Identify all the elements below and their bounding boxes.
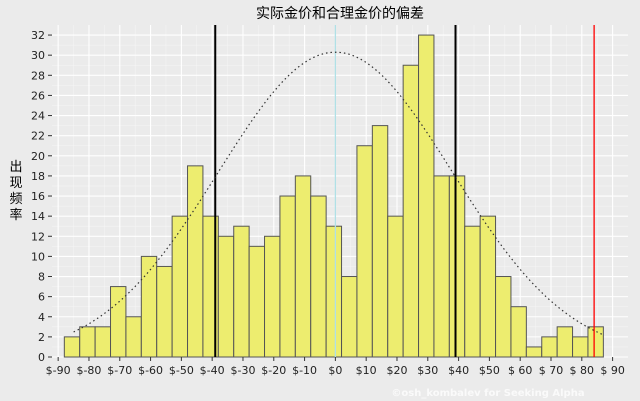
histogram-bar	[125, 316, 142, 358]
histogram-bar	[356, 145, 373, 358]
histogram-bar	[294, 175, 312, 358]
x-tick-label: $-30	[230, 364, 255, 377]
x-tick-label: $ 70	[539, 364, 564, 377]
y-tick-label: 26	[31, 89, 45, 102]
y-tick-label: 12	[31, 230, 45, 243]
y-tick-label: 22	[31, 130, 45, 143]
histogram-bar	[79, 326, 96, 358]
histogram-bar	[541, 336, 558, 358]
histogram-bar	[63, 336, 81, 358]
histogram-bar	[110, 286, 127, 358]
x-tick-label: $50	[479, 364, 500, 377]
histogram-bar	[341, 276, 358, 358]
x-tick-label: $40	[448, 364, 469, 377]
x-tick-label: $ 60	[508, 364, 533, 377]
x-tick-label: $-90	[46, 364, 71, 377]
histogram-bar	[140, 255, 158, 358]
x-tick-label: $-50	[169, 364, 194, 377]
histogram-bar	[587, 326, 604, 358]
y-tick-label: 20	[31, 150, 45, 163]
y-tick-label: 10	[31, 250, 45, 263]
x-tick-label: $0	[328, 364, 342, 377]
histogram-bar	[94, 326, 112, 358]
histogram-bar	[248, 245, 266, 358]
normal-curve	[73, 51, 604, 336]
histogram-bar	[525, 346, 543, 358]
y-tick-label: 8	[38, 271, 45, 284]
histogram-bar	[510, 306, 527, 358]
x-tick-label: $ 90	[600, 364, 625, 377]
y-tick-label: 16	[31, 190, 45, 203]
histogram-bar	[464, 225, 481, 358]
histogram-bar	[418, 34, 435, 358]
histogram-bar	[387, 215, 404, 358]
x-tick-label: $-70	[107, 364, 132, 377]
histogram-bar	[279, 195, 296, 358]
histogram-bar	[479, 215, 497, 358]
x-tick-label: $-40	[200, 364, 225, 377]
histogram-bar	[556, 326, 574, 358]
histogram-bar	[264, 235, 281, 358]
histogram-bar	[217, 235, 235, 358]
y-tick-label: 30	[31, 49, 45, 62]
histogram-bar	[187, 165, 204, 358]
chart-title: 实际金价和合理金价的偏差	[256, 6, 424, 22]
x-tick-label: $20	[386, 364, 407, 377]
y-tick-label: 32	[31, 29, 45, 42]
y-tick-label: 14	[31, 210, 45, 223]
histogram-bar	[402, 64, 420, 358]
x-tick-label: $-80	[76, 364, 101, 377]
histogram-bar	[572, 336, 589, 358]
x-tick-label: $30	[417, 364, 438, 377]
y-axis-label: 出现频率	[9, 160, 22, 223]
y-tick-label: 4	[38, 311, 45, 324]
histogram-bar	[310, 195, 327, 358]
y-tick-label: 0	[38, 351, 45, 364]
x-tick-label: $-60	[138, 364, 163, 377]
x-tick-label: $ 80	[570, 364, 595, 377]
histogram-bar	[371, 125, 389, 358]
x-tick-label: $-10	[292, 364, 317, 377]
histogram-bar	[448, 175, 466, 358]
histogram-bar	[433, 175, 450, 358]
y-tick-label: 24	[31, 110, 45, 123]
y-tick-label: 2	[38, 331, 45, 344]
histogram-bar	[156, 265, 173, 358]
histogram-bar	[233, 225, 250, 358]
histogram-bar	[171, 215, 189, 358]
x-tick-label: $10	[356, 364, 377, 377]
histogram-bar	[325, 225, 343, 358]
x-tick-label: $-20	[261, 364, 286, 377]
y-tick-label: 18	[31, 170, 45, 183]
watermark-text: ©osh_kombalev for Seeking Alpha	[391, 388, 584, 399]
y-tick-label: 6	[38, 291, 45, 304]
y-tick-label: 28	[31, 69, 45, 82]
histogram-bar	[495, 276, 512, 358]
